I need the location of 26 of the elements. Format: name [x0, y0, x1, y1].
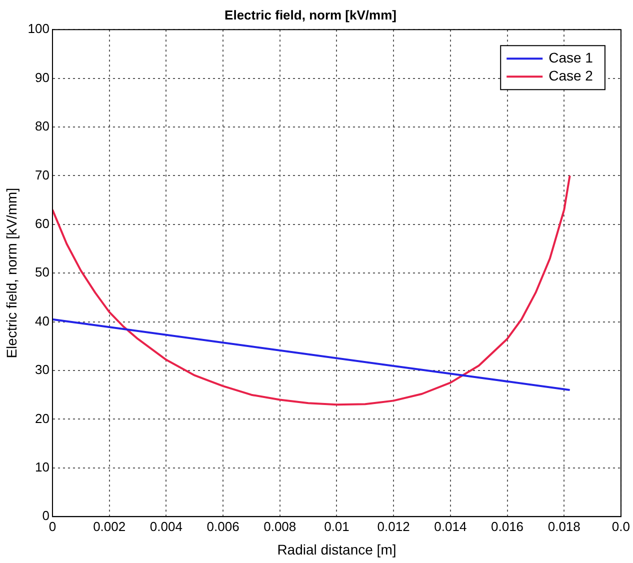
- x-tick-label: 0.01: [324, 518, 350, 534]
- y-tick-label: 20: [35, 410, 50, 426]
- y-tick-label: 0: [42, 508, 50, 524]
- y-tick-label: 60: [35, 216, 50, 231]
- y-tick-label: 30: [35, 362, 50, 378]
- x-tick-label: 0.002: [93, 518, 126, 534]
- x-tick-label: 0.012: [377, 518, 410, 534]
- y-axis-title: Electric field, norm [kV/mm]: [3, 188, 20, 358]
- x-tick-label: 0.0: [612, 518, 630, 534]
- y-tick-label: 80: [35, 118, 50, 134]
- x-axis-title: Radial distance [m]: [277, 541, 396, 558]
- y-tick-label: 100: [28, 21, 50, 36]
- legend-label: Case 2: [548, 67, 594, 84]
- x-tick-label: 0.018: [548, 518, 580, 534]
- x-tick-label: 0.008: [264, 518, 296, 534]
- x-tick-label: 0.016: [490, 518, 524, 534]
- legend-label: Case 1: [548, 49, 594, 66]
- x-tick-label: 0.006: [206, 518, 240, 534]
- x-tick-label: 0.004: [150, 518, 182, 534]
- y-tick-label: 40: [35, 313, 50, 328]
- y-tick-label: 70: [35, 167, 50, 182]
- y-tick-label: 10: [35, 459, 50, 474]
- x-tick-label: 0.014: [434, 518, 467, 534]
- y-tick-label: 50: [35, 264, 50, 280]
- y-tick-label: 90: [35, 70, 50, 85]
- chart-title: Electric field, norm [kV/mm]: [224, 7, 396, 22]
